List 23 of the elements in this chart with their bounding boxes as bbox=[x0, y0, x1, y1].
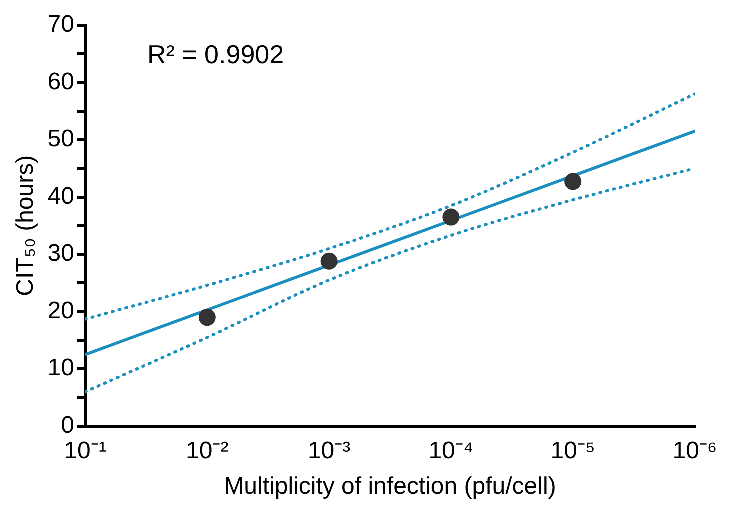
point bbox=[442, 208, 460, 226]
point bbox=[198, 309, 216, 326]
y-tick-label: 60 bbox=[48, 68, 74, 96]
annotation: R² = 0.9902 bbox=[147, 40, 284, 70]
y-axis-title: CIT₅₀ (hours) bbox=[12, 155, 40, 296]
y-tick-label: 20 bbox=[48, 297, 74, 324]
line-series bbox=[85, 92, 695, 321]
point bbox=[320, 252, 338, 270]
y-tick-label: 50 bbox=[48, 126, 74, 153]
x-tick-label: 10⁻³ bbox=[308, 437, 351, 464]
y-tick-label: 10 bbox=[48, 354, 74, 382]
y-tick-label: 40 bbox=[48, 182, 74, 210]
x-tick-label: 10⁻⁶ bbox=[672, 437, 718, 464]
y-tick-label: 30 bbox=[48, 240, 74, 268]
point bbox=[564, 173, 582, 190]
x-tick-label: 10⁻⁵ bbox=[550, 437, 596, 464]
x-tick-label: 10⁻⁴ bbox=[428, 437, 474, 464]
x-tick-label: 10⁻¹ bbox=[64, 437, 107, 464]
x-axis-title: Multiplicity of infection (pfu/cell) bbox=[224, 473, 556, 500]
y-tick-label: 0 bbox=[61, 412, 74, 440]
y-tick-label: 70 bbox=[48, 11, 74, 38]
x-tick-label: 10⁻² bbox=[186, 437, 229, 464]
line-series bbox=[85, 130, 695, 356]
